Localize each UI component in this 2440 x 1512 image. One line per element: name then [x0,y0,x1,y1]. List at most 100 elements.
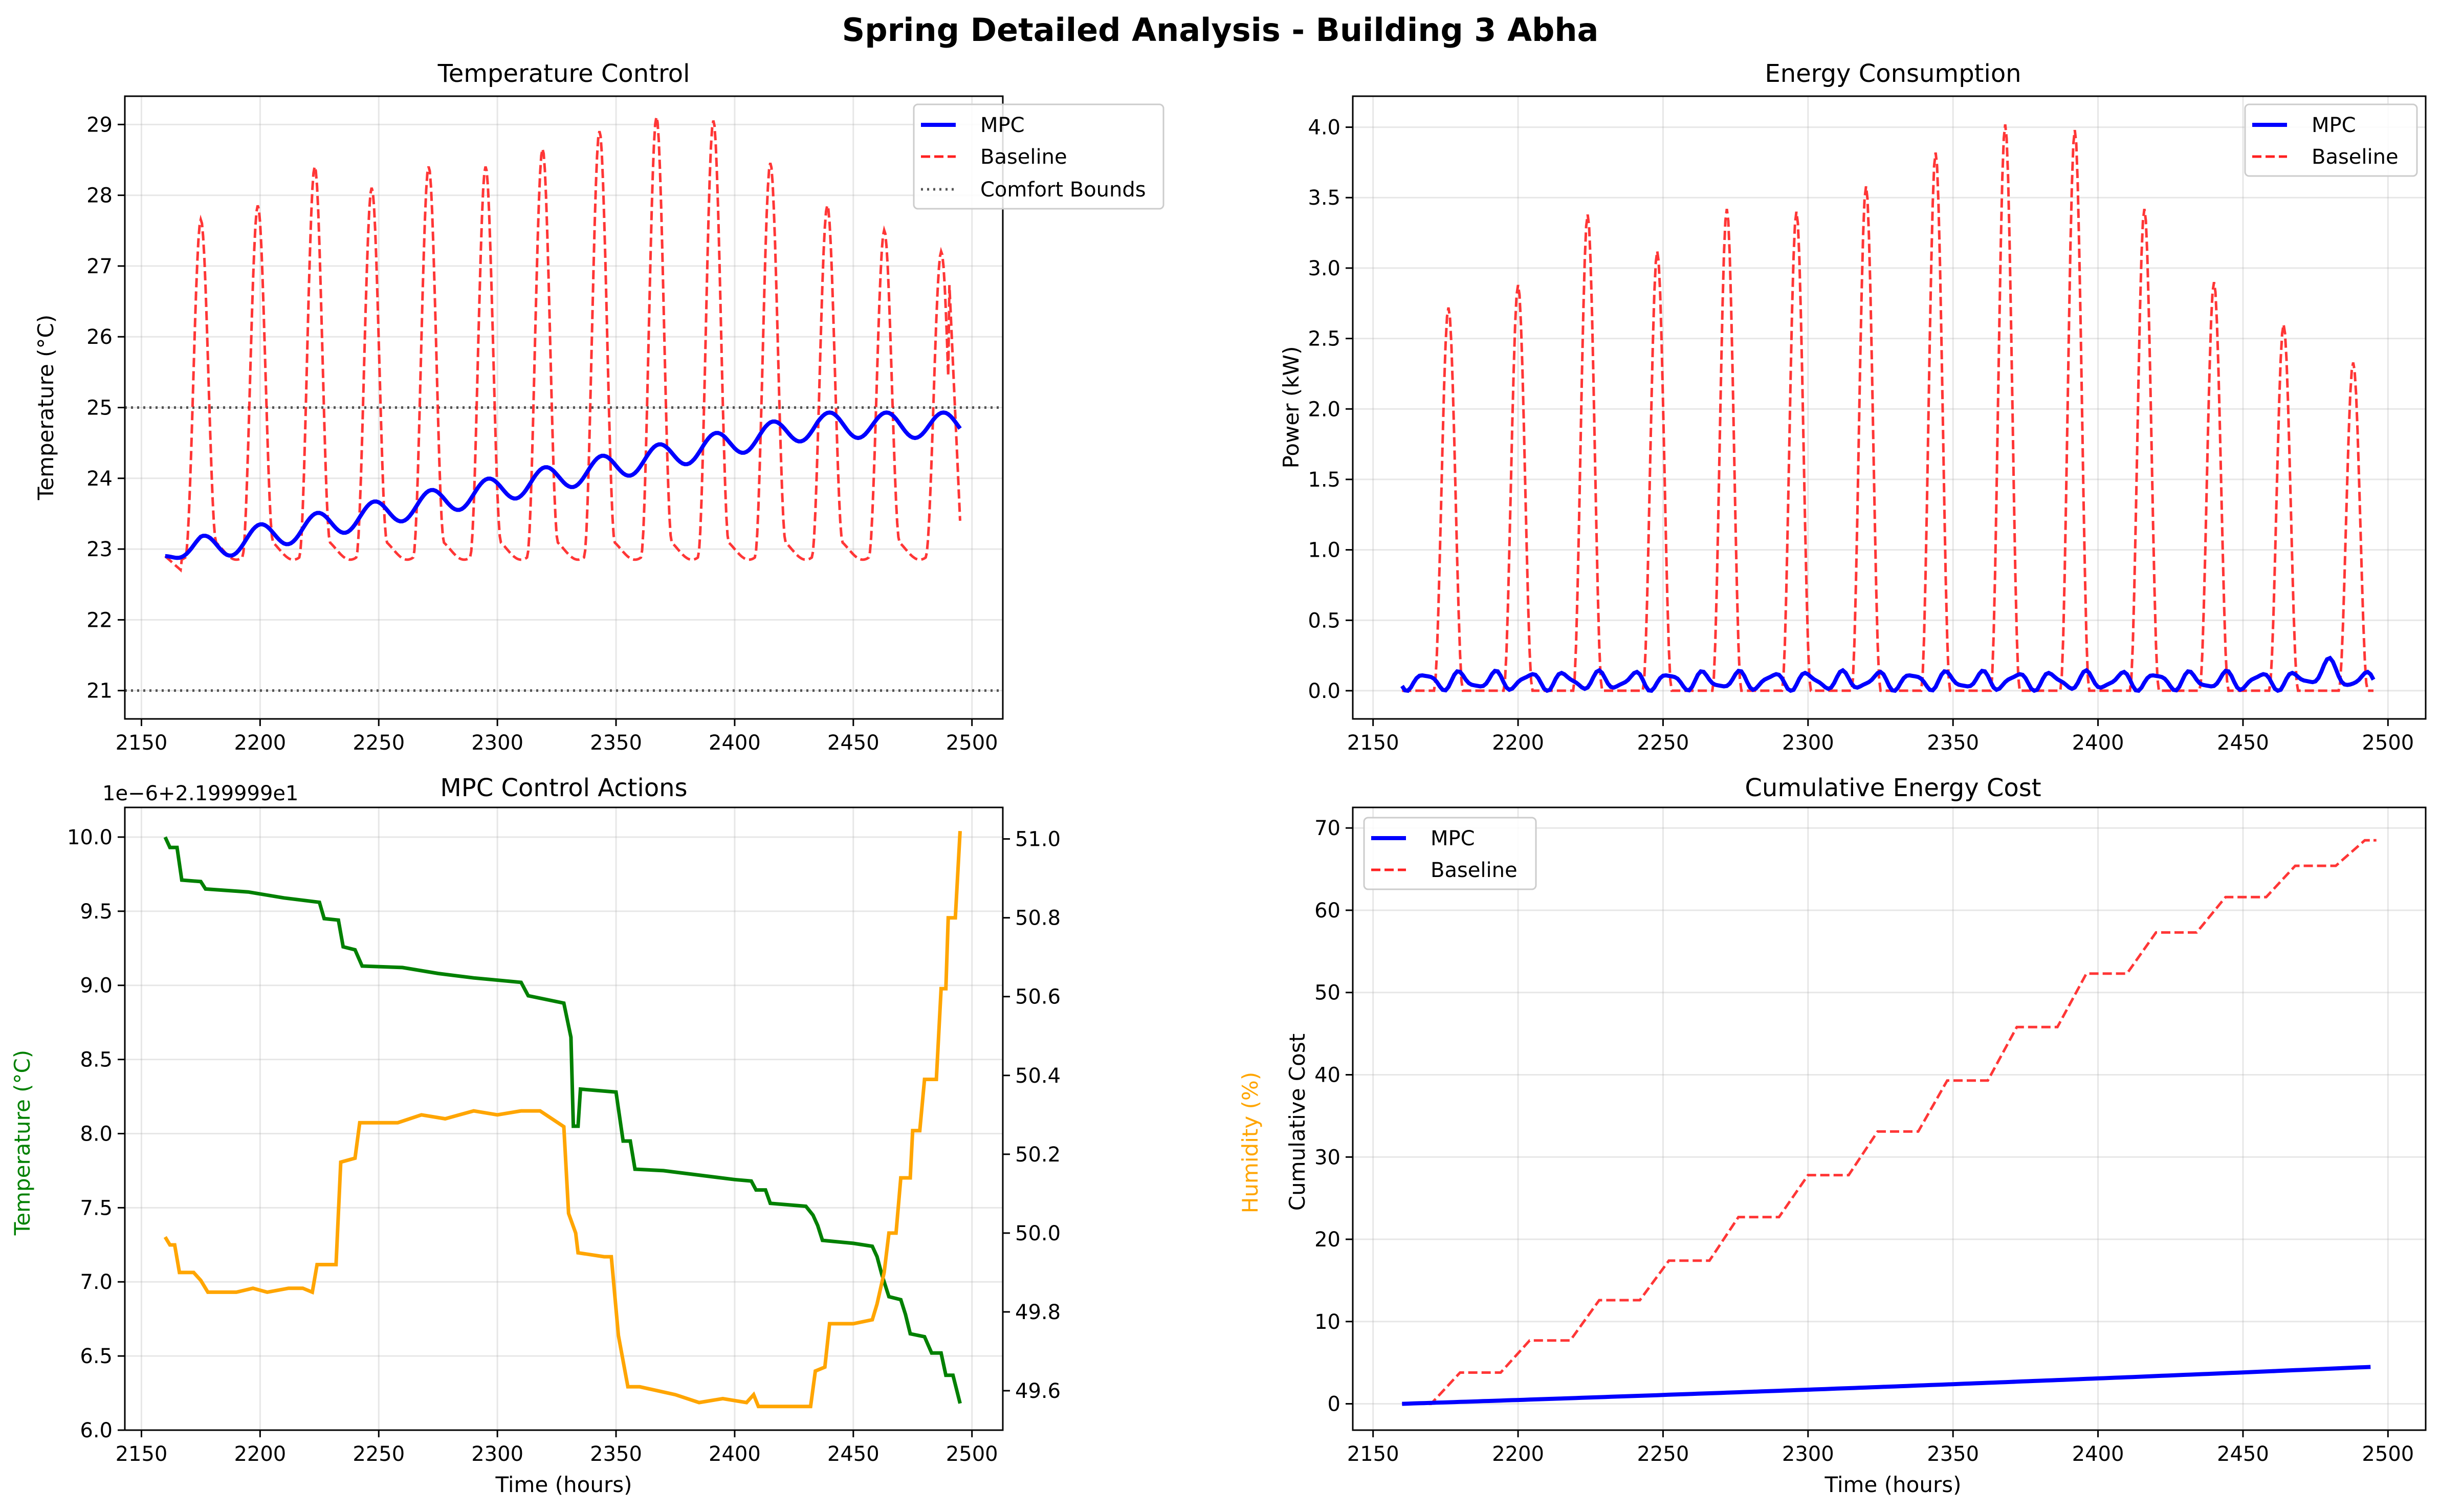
tick-label-y: 20 [1314,1228,1340,1252]
tick-label-x: 2300 [471,731,523,755]
panel-energy-consumption: Energy Consumption Power (kW) 2150 2200 22… [1279,59,2427,755]
ticks-energy: 2150 2200 2250 2300 2350 2400 2450 2500 0.0 0.5 1.… [1308,116,2414,755]
tick-label-y: 10 [1314,1310,1340,1334]
axes-frame-energy [1352,95,2427,720]
tick-label-x: 2250 [1637,1442,1689,1466]
baseline-power-line [1402,124,2373,692]
legend-label-mpc: MPC [2312,114,2356,137]
tick-label-x: 2350 [1927,731,1979,755]
axes-frame-temperature [124,95,1004,720]
tick-label-y: 70 [1314,817,1340,840]
tick-label-y: 50 [1314,981,1340,1005]
gridlines-control [125,807,1003,1431]
figure-title: Spring Detailed Analysis - Building 3 Ab… [842,11,1599,49]
tick-label-x: 2450 [2217,731,2269,755]
tick-label-y: 8.5 [80,1048,113,1072]
tick-label-y: 10.0 [67,826,113,849]
panel-cumulative-energy-cost: Cumulative Energy Cost Cumulative Cost T… [1285,774,2427,1497]
legend-cost: MPC Baseline [1363,817,1537,890]
tick-label-y: 7.0 [80,1270,113,1294]
tick-label-y-right: 50.2 [1015,1143,1061,1167]
tick-label-y-right: 50.0 [1015,1222,1061,1245]
panel-title-energy: Energy Consumption [1765,59,2021,88]
y-axis-label-cost: Cumulative Cost [1285,1034,1310,1211]
tick-label-x: 2350 [1927,1442,1979,1466]
legend-temperature: MPC Baseline Comfort Bounds [913,103,1164,210]
tick-label-y: 60 [1314,899,1340,923]
ticks-cost: 2150 2200 2250 2300 2350 2400 2450 2500 0 10 20 30 4… [1314,817,2414,1466]
tick-label-x: 2450 [2217,1442,2269,1466]
tick-label-x: 2400 [709,1442,761,1466]
tick-label-x: 2450 [827,1442,880,1466]
tick-label-y: 9.5 [80,900,113,924]
legend-label-baseline: Baseline [980,145,1067,169]
baseline-temperature-line [164,117,961,573]
tick-label-y: 24 [86,467,113,491]
tick-label-x: 2400 [2072,1442,2124,1466]
tick-label-x: 2350 [590,1442,642,1466]
tick-label-y: 2.0 [1308,398,1340,421]
mpc-temperature-line [165,410,962,560]
plot-area-cost [1402,839,2377,1406]
tick-label-x: 2350 [590,731,642,755]
mpc-cumulative-cost-line [1402,1365,2371,1406]
panel-title-control: MPC Control Actions [440,774,687,802]
ticks-temperature: 2150 2200 2250 2300 2350 2400 2450 2500 21 22 23 24… [86,113,998,755]
tick-label-y-right: 49.8 [1015,1301,1061,1324]
legend-label-baseline: Baseline [1431,859,1518,882]
legend-box [2244,103,2418,177]
x-axis-label-control: Time (hours) [495,1472,632,1497]
tick-label-x: 2150 [116,731,168,755]
panel-temperature-control: Temperature Control Temperature (°C) 215… [33,59,1164,755]
tick-label-y: 26 [86,325,113,349]
y-axis-offset-label: 1e−6+2.199999e1 [102,782,298,805]
tick-label-x: 2300 [471,1442,523,1466]
tick-label-y: 7.5 [80,1196,113,1220]
tick-label-x: 2150 [1347,1442,1399,1466]
tick-label-y: 1.5 [1308,468,1340,492]
tick-label-x: 2500 [946,731,998,755]
tick-label-x: 2400 [709,731,761,755]
tick-label-y: 4.0 [1308,116,1340,140]
tick-label-y: 40 [1314,1063,1340,1087]
tick-label-y: 22 [86,608,113,632]
tick-label-x: 2200 [234,1442,286,1466]
legend-label-mpc: MPC [1431,827,1475,850]
legend-box [913,103,1164,210]
gridlines-cost [1353,807,2426,1430]
legend-label-mpc: MPC [980,114,1025,137]
legend-label-comfort-bounds: Comfort Bounds [980,178,1146,202]
tick-label-x: 2200 [234,731,286,755]
tick-label-y: 28 [86,184,113,208]
tick-label-x: 2300 [1782,731,1834,755]
tick-label-x: 2150 [116,1442,168,1466]
tick-label-y: 6.0 [80,1419,113,1442]
tick-label-x: 2500 [946,1442,998,1466]
tick-label-x: 2300 [1782,1442,1834,1466]
axes-frame-cost [1352,806,2427,1431]
x-axis-label-cost: Time (hours) [1824,1472,1962,1497]
tick-label-y: 30 [1314,1146,1340,1169]
plot-area-energy [1400,124,2376,693]
ticks-control: 2150 2200 2250 2300 2350 2400 2450 2500 6.0 6.5 7.… [67,826,1061,1466]
baseline-cumulative-cost-line [1402,839,2377,1406]
tick-label-y: 0 [1328,1393,1340,1416]
tick-label-x: 2250 [353,1442,405,1466]
tick-label-y: 1.0 [1308,539,1340,562]
tick-label-y: 3.0 [1308,257,1340,280]
tick-label-y: 27 [86,255,113,278]
tick-label-x: 2400 [2072,731,2124,755]
y-axis-label-energy: Power (kW) [1279,346,1304,469]
tick-label-y: 3.5 [1308,186,1340,210]
tick-label-x: 2450 [827,731,880,755]
temperature-action-line [163,836,962,1404]
tick-label-y: 25 [86,397,113,420]
humidity-action-line [163,831,962,1409]
y-axis-label-temperature-action: Temperature (°C) [10,1050,35,1236]
tick-label-x: 2250 [353,731,405,755]
tick-label-y-right: 49.6 [1015,1379,1061,1403]
tick-label-x: 2250 [1637,731,1689,755]
tick-label-x: 2150 [1347,731,1399,755]
tick-label-x: 2200 [1492,1442,1544,1466]
